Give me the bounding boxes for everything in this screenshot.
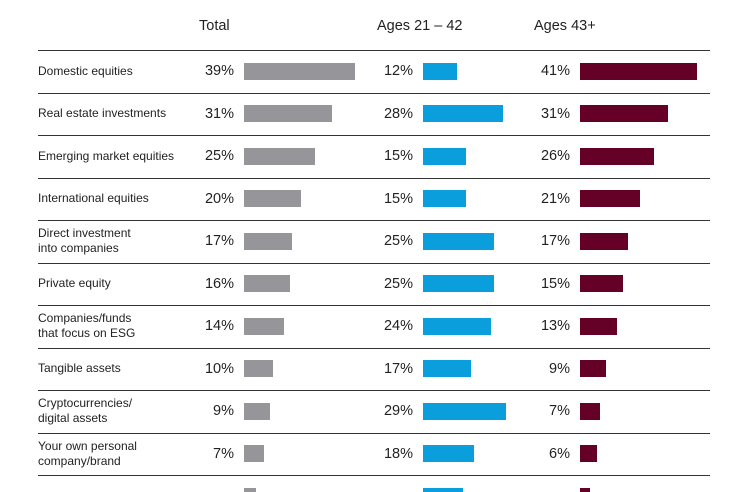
data-label: 17% [540, 233, 570, 250]
bar [423, 275, 495, 293]
bar [580, 190, 640, 208]
data-label: 17% [204, 233, 234, 250]
bar [423, 232, 495, 250]
data-label: 26% [540, 148, 570, 165]
data-label: 39% [204, 63, 234, 80]
data-label: 10% [204, 360, 234, 377]
data-label: 24% [383, 318, 413, 335]
data-label: 18% [383, 445, 413, 462]
bar [244, 62, 356, 80]
data-label: 15% [383, 148, 413, 165]
row-separator [38, 220, 710, 221]
bar [423, 147, 466, 165]
data-label: 21% [540, 190, 570, 207]
category-label: Domestic equities [38, 63, 133, 78]
bar [244, 360, 273, 378]
category-label: Direct investment into companies [38, 226, 131, 256]
category-label: Tangible assets [38, 361, 121, 376]
data-label: 6% [549, 445, 570, 462]
row-separator [38, 177, 710, 179]
data-label: 28% [383, 105, 413, 122]
bar [580, 105, 669, 123]
data-label: 25% [383, 275, 413, 292]
data-label: 7% [213, 445, 234, 462]
column-header: Total [199, 18, 230, 34]
category-label: Cryptocurrencies/ digital assets [38, 396, 133, 426]
category-label: Companies/funds that focus on ESG [38, 311, 136, 341]
data-label: 13% [540, 318, 570, 335]
bar [580, 445, 598, 463]
bar-cropped [423, 488, 463, 492]
data-label: 31% [204, 105, 234, 122]
bar [423, 105, 503, 123]
bar [244, 232, 293, 250]
data-label: 7% [549, 403, 570, 420]
data-label: 31% [540, 105, 570, 122]
bar [244, 317, 284, 335]
bar [423, 402, 506, 420]
column-header: Ages 43+ [534, 18, 596, 34]
bar-cropped [580, 488, 590, 492]
row-separator [38, 135, 710, 136]
data-label: 17% [383, 360, 413, 377]
category-label: Real estate investments [38, 106, 167, 121]
row-separator [38, 92, 710, 94]
bar [244, 147, 316, 165]
data-label: 14% [204, 318, 234, 335]
data-label: 25% [204, 148, 234, 165]
bar [580, 317, 618, 335]
data-label: 9% [549, 360, 570, 377]
data-label: 29% [383, 403, 413, 420]
row-separator [38, 475, 710, 476]
data-label: 12% [383, 63, 413, 80]
data-label: 15% [383, 190, 413, 207]
row-separator [38, 347, 710, 349]
bar [244, 190, 301, 208]
data-label: 20% [204, 190, 234, 207]
category-label: Emerging market equities [38, 148, 175, 163]
row-separator [38, 432, 710, 434]
row-separator [38, 390, 710, 391]
bar [244, 105, 333, 123]
row-separator [38, 50, 710, 51]
bar [423, 190, 466, 208]
bar [423, 62, 458, 80]
column-header: Ages 21 – 42 [377, 18, 463, 34]
row-separator [38, 262, 710, 264]
row-separator [38, 305, 710, 306]
bar [423, 360, 472, 378]
bar [244, 402, 270, 420]
bar [423, 445, 475, 463]
bar [580, 360, 606, 378]
category-label: International equities [38, 191, 149, 206]
data-label: 25% [383, 233, 413, 250]
bar [580, 402, 600, 420]
bar [244, 275, 290, 293]
data-label: 9% [213, 403, 234, 420]
bar [244, 445, 264, 463]
bar [580, 62, 697, 80]
bar [580, 275, 623, 293]
category-label: Private equity [38, 276, 111, 291]
bar [580, 147, 655, 165]
data-label: 16% [204, 275, 234, 292]
category-label: Your own personal company/brand [38, 438, 137, 468]
bar [580, 232, 629, 250]
bar-cropped [244, 488, 256, 492]
data-label: 15% [540, 275, 570, 292]
bar [423, 317, 492, 335]
data-label: 41% [540, 63, 570, 80]
